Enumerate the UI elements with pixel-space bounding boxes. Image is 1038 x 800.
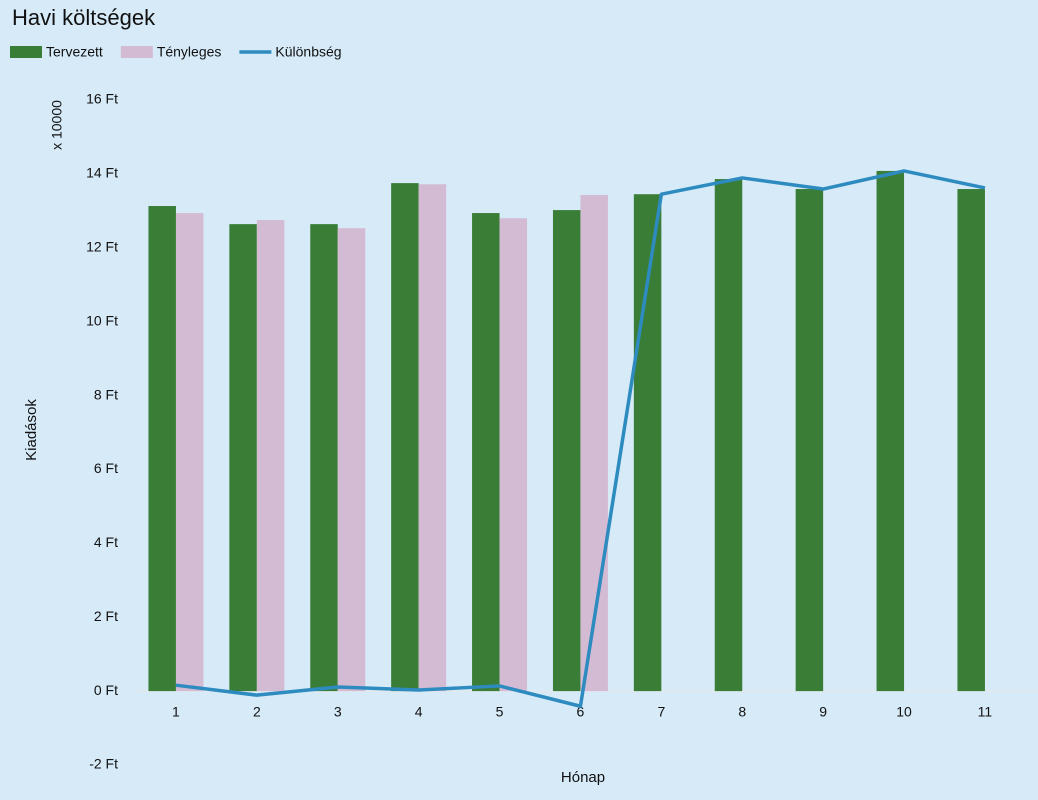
bar (876, 170, 905, 692)
y-tick-label: 10 Ft (86, 312, 118, 328)
x-tick-label: 10 (896, 704, 912, 720)
x-axis-label: Hónap (561, 769, 605, 786)
bar (795, 189, 824, 692)
bar (552, 210, 581, 692)
chart-title: Havi költségek (12, 5, 156, 30)
bar (472, 213, 500, 692)
x-tick-label: 3 (334, 704, 342, 720)
bar (714, 179, 743, 692)
x-tick-label: 4 (415, 704, 423, 720)
bar (148, 206, 176, 692)
x-tick-label: 5 (496, 704, 504, 720)
x-tick-label: 8 (738, 704, 746, 720)
x-tick-label: 1 (172, 704, 180, 720)
legend-label: Különbség (275, 44, 341, 60)
x-tick-label: 2 (253, 704, 261, 720)
y-tick-label: 2 Ft (94, 608, 118, 624)
x-tick-label: 6 (577, 704, 585, 720)
bar (633, 194, 662, 692)
y-axis-label: Kiadások (23, 399, 40, 461)
y-axis-multiplier: x 10000 (49, 100, 65, 150)
y-tick-label: 8 Ft (94, 386, 118, 402)
bar (391, 183, 419, 692)
bar (175, 213, 204, 692)
y-tick-label: -2 Ft (89, 756, 118, 772)
legend-swatch (10, 46, 42, 58)
x-tick-label: 11 (978, 704, 993, 720)
x-tick-label: 9 (819, 704, 827, 720)
bar (337, 228, 366, 692)
legend-label: Tényleges (157, 44, 222, 60)
legend-swatch (120, 46, 153, 58)
y-tick-label: 16 Ft (86, 91, 118, 107)
bar (418, 184, 447, 692)
bar (499, 218, 528, 692)
x-tick-label: 7 (657, 704, 665, 720)
bar (229, 224, 257, 692)
bar (256, 220, 285, 692)
y-tick-label: 4 Ft (94, 534, 118, 550)
line (175, 169, 986, 709)
y-tick-label: 0 Ft (94, 682, 118, 698)
legend-label: Tervezett (46, 44, 103, 60)
y-tick-label: 6 Ft (94, 460, 118, 476)
bar (957, 189, 985, 692)
y-tick-label: 12 Ft (86, 238, 118, 254)
y-tick-label: 14 Ft (86, 165, 118, 181)
bar (310, 224, 338, 692)
